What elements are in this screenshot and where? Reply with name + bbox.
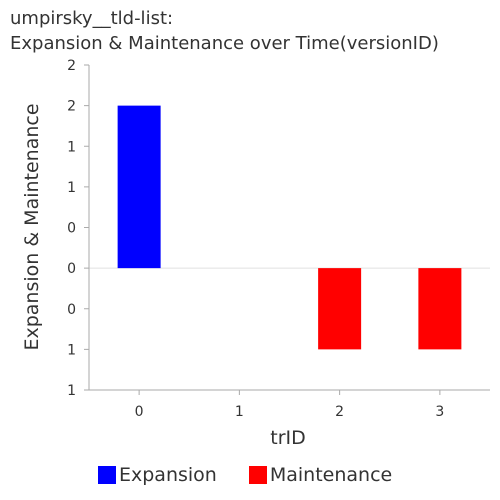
legend-swatch-expansion bbox=[98, 466, 116, 484]
y-tick-label: 0 bbox=[67, 261, 76, 277]
x-tick-label: 1 bbox=[235, 404, 244, 420]
legend-label-maintenance: Maintenance bbox=[269, 464, 393, 486]
bars bbox=[117, 105, 462, 350]
chart-title-line-1: umpirsky__tld-list: bbox=[10, 8, 174, 29]
chart-title: umpirsky__tld-list: Expansion & Maintena… bbox=[10, 6, 439, 56]
chart-title-line-2: Expansion & Maintenance over Time(versio… bbox=[10, 33, 439, 54]
x-tick-label: 3 bbox=[435, 404, 444, 420]
y-tick-label: 1 bbox=[67, 383, 76, 399]
y-tick-label: 0 bbox=[67, 221, 76, 237]
y-tick-label: 1 bbox=[67, 180, 76, 196]
x-tick-label: 2 bbox=[335, 404, 344, 420]
legend: Expansion Maintenance bbox=[98, 464, 424, 486]
bar-maintenance-2 bbox=[318, 268, 362, 350]
x-ticks: 0 1 2 3 bbox=[135, 390, 444, 420]
y-ticks: 2 2 1 1 0 0 0 1 1 bbox=[67, 58, 89, 399]
y-tick-label: 2 bbox=[67, 99, 76, 115]
legend-swatch-maintenance bbox=[248, 466, 267, 484]
y-axis-label: Expansion & Maintenance bbox=[21, 103, 43, 350]
y-tick-label: 1 bbox=[67, 342, 76, 358]
legend-item-maintenance: Maintenance bbox=[248, 464, 393, 486]
y-tick-label: 1 bbox=[67, 139, 76, 155]
x-tick-label: 0 bbox=[135, 404, 144, 420]
y-tick-label: 2 bbox=[67, 58, 76, 74]
legend-label-expansion: Expansion bbox=[119, 464, 217, 486]
bar-maintenance-3 bbox=[418, 268, 462, 350]
x-axis-label: trID bbox=[270, 427, 306, 449]
legend-item-expansion: Expansion bbox=[98, 464, 217, 486]
bar-expansion-0 bbox=[117, 105, 161, 269]
y-tick-label: 0 bbox=[67, 302, 76, 318]
